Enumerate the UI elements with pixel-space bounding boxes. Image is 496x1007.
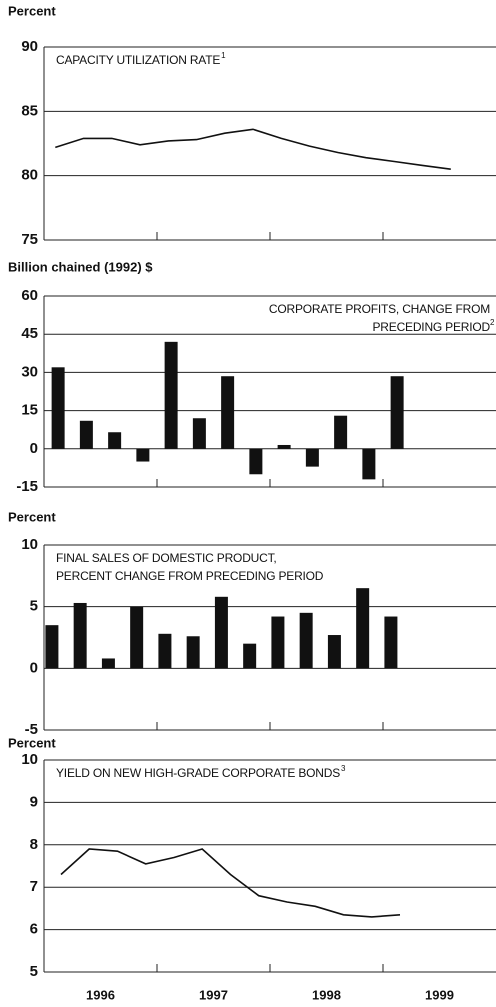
bar (277, 444, 291, 449)
panel-title: YIELD ON NEW HIGH-GRADE CORPORATE BONDS (56, 766, 340, 780)
y-tick-label: 30 (21, 363, 38, 380)
bar (108, 432, 122, 449)
x-tick-label: 1996 (86, 987, 115, 1002)
bar (327, 635, 341, 669)
y-tick-label: 10 (21, 536, 38, 553)
bar (243, 643, 257, 669)
bar (305, 448, 319, 467)
panel-title: PRECEDING PERIOD (373, 320, 491, 334)
y-tick-label: 8 (30, 836, 38, 853)
y-tick-label: 10 (21, 751, 38, 768)
bar (136, 448, 150, 462)
x-tick-label: 1998 (312, 987, 341, 1002)
y-tick-label: -5 (25, 721, 38, 738)
bar (271, 616, 285, 669)
y-tick-label: 0 (30, 440, 38, 457)
x-tick-label: 1999 (425, 987, 454, 1002)
title-note: 1 (221, 51, 226, 60)
bar (362, 448, 376, 480)
bar (390, 376, 404, 449)
panel-title: CAPACITY UTILIZATION RATE (56, 53, 220, 67)
y-axis-label: Percent (8, 509, 56, 524)
bar (214, 596, 228, 669)
y-tick-label: 7 (30, 878, 38, 895)
y-tick-label: 6 (30, 921, 38, 938)
y-tick-label: 75 (21, 231, 38, 248)
y-axis-label: Billion chained (1992) $ (8, 259, 153, 274)
bar (51, 367, 65, 449)
y-tick-label: -15 (16, 478, 38, 495)
y-axis-label: Percent (8, 735, 56, 750)
x-tick-label: 1997 (199, 987, 228, 1002)
y-tick-label: 5 (30, 963, 38, 980)
title-note: 2 (490, 318, 495, 327)
y-axis-label: Percent (8, 3, 56, 18)
bar (45, 625, 59, 669)
bar (384, 616, 398, 669)
y-tick-label: 45 (21, 325, 38, 342)
bar (192, 418, 206, 449)
title-note: 3 (341, 764, 346, 773)
y-tick-label: 5 (30, 598, 38, 615)
y-tick-label: 85 (21, 102, 38, 119)
data-line (60, 848, 401, 918)
y-tick-label: 15 (21, 402, 38, 419)
bar (101, 658, 115, 669)
y-tick-label: 0 (30, 659, 38, 676)
y-tick-label: 80 (21, 167, 38, 184)
bar (158, 633, 172, 669)
bar (221, 376, 235, 449)
bar (79, 420, 93, 449)
bar (356, 588, 370, 669)
data-line (55, 128, 451, 170)
bar (186, 636, 200, 669)
y-tick-label: 60 (21, 287, 38, 304)
bar (73, 602, 87, 669)
bar (164, 341, 178, 449)
y-tick-label: 90 (21, 38, 38, 55)
bar (334, 415, 348, 449)
bar (299, 612, 313, 669)
panel-title: PERCENT CHANGE FROM PRECEDING PERIOD (56, 569, 324, 583)
bar (249, 448, 263, 475)
panel-title: FINAL SALES OF DOMESTIC PRODUCT, (56, 551, 277, 565)
panel-title: CORPORATE PROFITS, CHANGE FROM (269, 302, 490, 316)
bar (130, 606, 144, 669)
y-tick-label: 9 (30, 793, 38, 810)
